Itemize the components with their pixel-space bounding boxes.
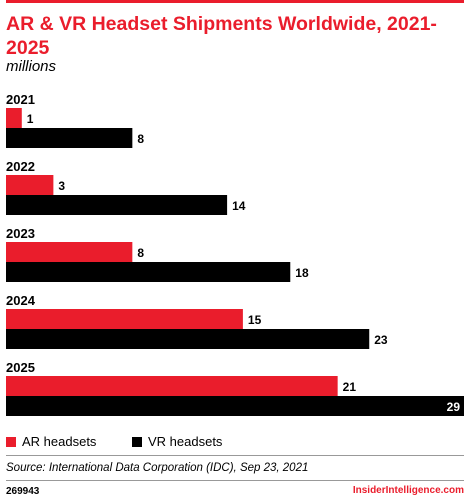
category-label-2021: 2021 bbox=[6, 92, 35, 107]
category-label-2025: 2025 bbox=[6, 360, 35, 375]
chart-subtitle: millions bbox=[6, 58, 57, 75]
chart-id: 269943 bbox=[6, 486, 40, 497]
category-label-2023: 2023 bbox=[6, 226, 35, 241]
legend-item-ar: AR headsets bbox=[6, 434, 96, 449]
bar-ar-2021 bbox=[6, 108, 22, 128]
bar-vr-2025 bbox=[6, 396, 464, 416]
data-label-ar-2025: 21 bbox=[343, 380, 357, 394]
source-divider bbox=[6, 455, 464, 456]
data-label-ar-2022: 3 bbox=[58, 179, 65, 193]
bar-ar-2023 bbox=[6, 242, 133, 262]
data-label-vr-2022: 14 bbox=[232, 199, 246, 213]
data-label-ar-2023: 8 bbox=[137, 246, 144, 260]
legend-swatch-vr bbox=[132, 437, 142, 447]
legend-item-vr: VR headsets bbox=[132, 434, 222, 449]
data-label-vr-2021: 8 bbox=[137, 132, 144, 146]
legend-label-ar: AR headsets bbox=[22, 434, 97, 449]
legend-swatch-ar bbox=[6, 437, 16, 447]
data-label-ar-2024: 15 bbox=[248, 313, 262, 327]
bar-vr-2021 bbox=[6, 128, 133, 148]
bar-vr-2024 bbox=[6, 329, 370, 349]
data-label-vr-2023: 18 bbox=[295, 266, 309, 280]
category-label-2024: 2024 bbox=[6, 293, 36, 308]
legend-label-vr: VR headsets bbox=[148, 434, 223, 449]
brand-logo-text: InsiderIntelligence.com bbox=[352, 485, 464, 496]
chart-title: AR & VR Headset Shipments Worldwide, 202… bbox=[6, 13, 437, 59]
footer-divider bbox=[6, 480, 464, 481]
bar-ar-2025 bbox=[6, 376, 338, 396]
source-note: Source: International Data Corporation (… bbox=[6, 462, 309, 474]
category-label-2022: 2022 bbox=[6, 159, 35, 174]
bar-vr-2022 bbox=[6, 195, 228, 215]
bar-vr-2023 bbox=[6, 262, 291, 282]
bar-ar-2024 bbox=[6, 309, 243, 329]
data-label-ar-2021: 1 bbox=[27, 112, 34, 126]
data-label-vr-2024: 23 bbox=[374, 333, 388, 347]
data-label-vr-2025: 29 bbox=[447, 400, 461, 414]
top-accent-bar bbox=[6, 0, 464, 3]
bar-ar-2022 bbox=[6, 175, 54, 195]
